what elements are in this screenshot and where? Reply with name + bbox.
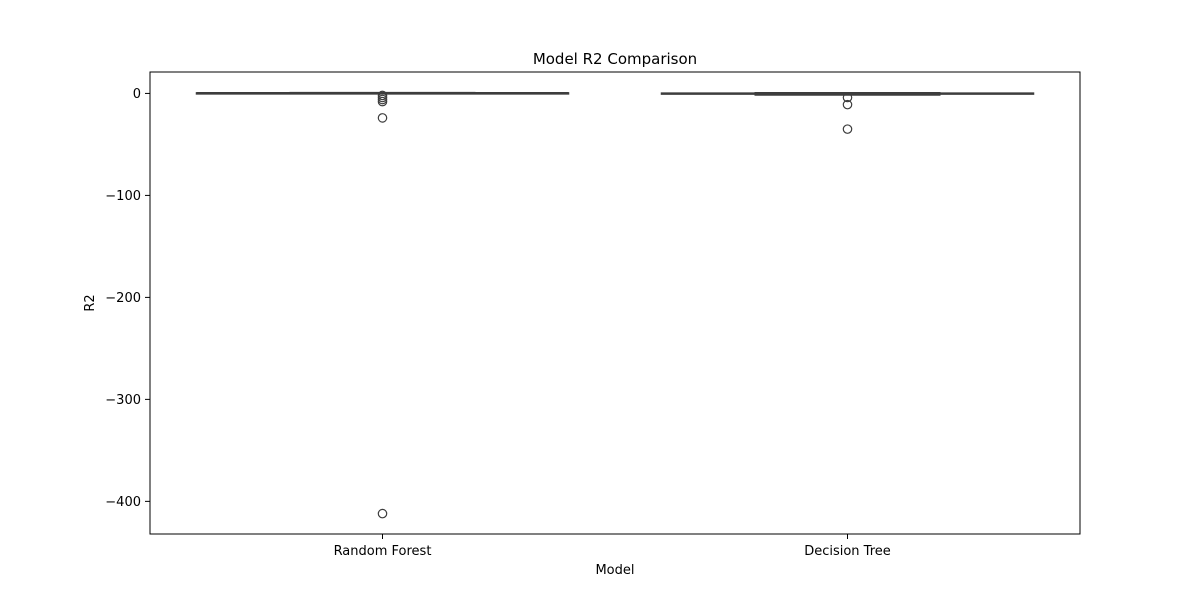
plot-frame xyxy=(149,71,1081,535)
y-tick-label: −300 xyxy=(105,393,141,408)
y-tick-label: −100 xyxy=(105,189,141,204)
outlier-point-random-forest xyxy=(377,96,388,107)
outlier-point-random-forest xyxy=(377,508,388,519)
outlier-point-random-forest xyxy=(377,113,388,123)
x-axis-label: Model xyxy=(595,563,634,578)
y-tick-label: −400 xyxy=(105,495,141,510)
outlier-point-decision-tree xyxy=(842,124,853,134)
y-tick-label: −200 xyxy=(105,291,141,306)
outlier-point-decision-tree xyxy=(842,99,853,110)
y-tick-label: 0 xyxy=(133,87,141,102)
plot-area: 0 −100 −200 −300 −400 Random Forest Decision T… xyxy=(105,71,1081,559)
x-tick-label: Decision Tree xyxy=(804,544,891,559)
outlier-point-decision-tree xyxy=(842,92,853,103)
y-axis-label: R2 xyxy=(83,294,98,311)
x-tick-label: Random Forest xyxy=(334,544,432,559)
chart-title: Model R2 Comparison xyxy=(533,50,697,68)
